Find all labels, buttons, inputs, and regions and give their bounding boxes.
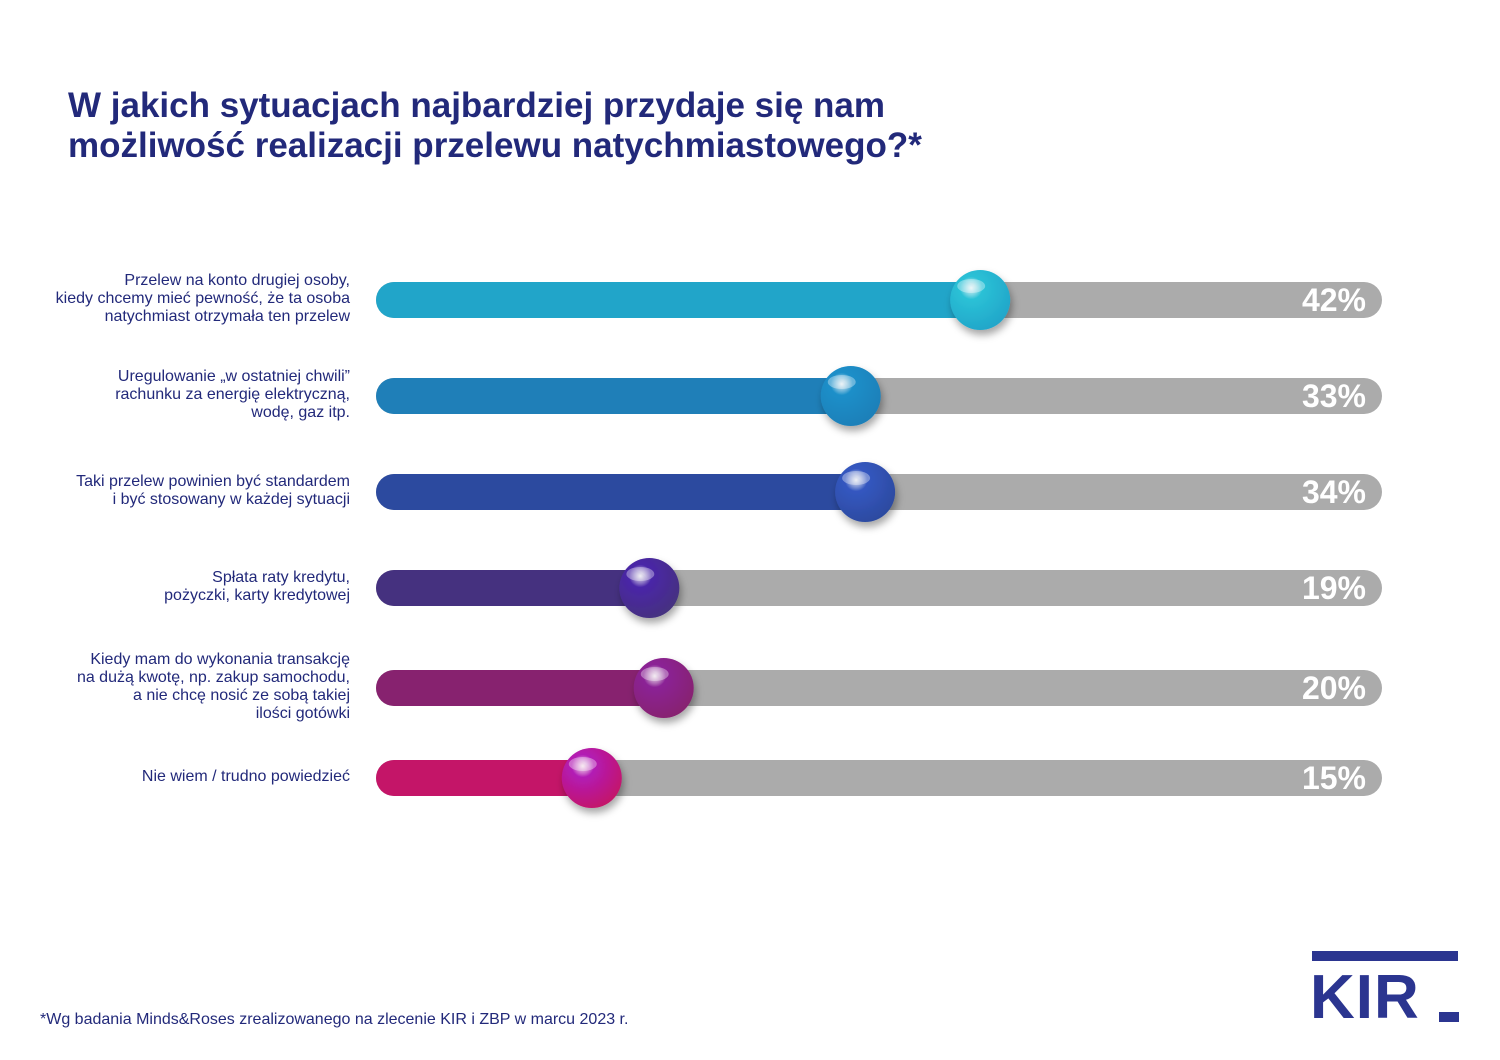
category-label: Kiedy mam do wykonania transakcję na dużą… (10, 651, 350, 723)
bar-fill (376, 570, 650, 606)
bar-fill (376, 760, 592, 796)
value-label: 15% (1302, 760, 1366, 796)
category-label: Uregulowanie „w ostatniej chwili” rachunk… (10, 368, 350, 422)
bar-knob (633, 658, 694, 718)
bar-knob (950, 270, 1011, 330)
category-label: Spłata raty kredytu, pożyczki, karty kred… (10, 569, 350, 605)
bar-knob-highlight (568, 757, 597, 771)
category-label-line: a nie chcę nosić ze sobą takiej (132, 687, 350, 704)
category-label-line: natychmiast otrzymała ten przelew (104, 308, 350, 325)
logo-text: KIR (1310, 963, 1420, 1032)
logo-underscore (1439, 1012, 1459, 1022)
bar-fill (376, 378, 851, 414)
chart-title: W jakich sytuacjach najbardziej przydaje… (68, 86, 1168, 166)
category-label-line: Spłata raty kredytu, (212, 569, 350, 586)
logo-top-bar (1312, 951, 1458, 961)
category-label-line: wodę, gaz itp. (251, 404, 350, 421)
title-line: W jakich sytuacjach najbardziej przydaje… (68, 86, 885, 125)
category-label-line: ilości gotówki (255, 705, 350, 722)
category-label-line: Nie wiem / trudno powiedzieć (141, 768, 350, 785)
bar-knob (619, 558, 680, 618)
bar-knob (561, 748, 622, 808)
bar-fill (376, 474, 866, 510)
bar-fill (376, 282, 981, 318)
bar-knob-highlight (957, 279, 986, 293)
category-label-line: pożyczki, karty kredytowej (164, 587, 350, 604)
value-label: 34% (1302, 474, 1366, 510)
bar-fill (376, 670, 664, 706)
category-label-line: Uregulowanie „w ostatniej chwili” (117, 368, 350, 385)
category-label: Nie wiem / trudno powiedzieć (10, 768, 350, 786)
value-label: 33% (1302, 378, 1366, 414)
category-label-line: i być stosowany w każdej sytuacji (112, 491, 350, 508)
category-label-line: Taki przelew powinien być standardem (76, 473, 350, 490)
kir-logo: KIR (1310, 951, 1460, 1032)
bar-knob-highlight (827, 375, 856, 389)
footnote: *Wg badania Minds&Roses zrealizowanego n… (40, 1011, 629, 1028)
category-label-line: na dużą kwotę, np. zakup samochodu, (76, 669, 350, 686)
category-label-line: Przelew na konto drugiej osoby, (124, 272, 350, 289)
bar-knob-highlight (842, 471, 871, 485)
title-line: możliwość realizacji przelewu natychmias… (68, 126, 922, 165)
bar-knob (820, 366, 881, 426)
value-label: 19% (1302, 570, 1366, 606)
bar-knob-highlight (640, 667, 669, 681)
bar-knob-highlight (626, 567, 655, 581)
category-label-line: kiedy chcemy mieć pewność, że ta osoba (55, 290, 350, 307)
value-label: 20% (1302, 670, 1366, 706)
category-label-line: Kiedy mam do wykonania transakcję (90, 651, 350, 668)
category-label: Przelew na konto drugiej osoby, kiedy chc… (10, 272, 350, 326)
bar-track (376, 760, 1382, 796)
bar-knob (835, 462, 896, 522)
category-label-line: rachunku za energię elektryczną, (115, 386, 350, 403)
value-label: 42% (1302, 282, 1366, 318)
category-label: Taki przelew powinien być standardem i by… (10, 473, 350, 509)
